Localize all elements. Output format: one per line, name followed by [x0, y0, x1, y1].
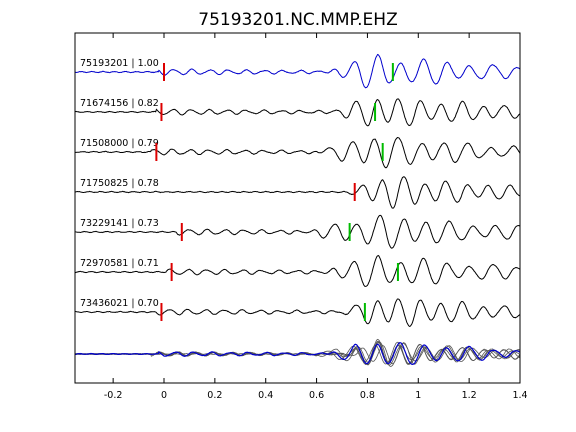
x-tick-label: -0.2 — [104, 390, 123, 401]
x-tick-label: 1 — [415, 390, 421, 401]
trace-label: 71750825 | 0.78 — [80, 178, 159, 189]
x-tick-label: 0 — [161, 390, 167, 401]
stack-reference-trace — [74, 341, 521, 366]
x-tick-label: 1.2 — [462, 390, 477, 401]
trace-label: 73229141 | 0.73 — [80, 218, 159, 229]
trace-label: 75193201 | 1.00 — [80, 58, 159, 69]
trace-group: 75193201 | 1.00 71674156 | 0.82 71508000 |… — [74, 53, 521, 327]
stack-trace — [74, 338, 521, 366]
trace-label: 73436021 | 0.70 — [80, 298, 159, 309]
trace-line — [74, 98, 521, 127]
trace-label: 71508000 | 0.79 — [80, 138, 159, 149]
chart-title: 75193201.NC.MMP.EHZ — [198, 10, 397, 30]
trace-label: 71674156 | 0.82 — [80, 98, 159, 109]
x-tick-label: 0.6 — [309, 390, 324, 401]
trace-line — [74, 53, 521, 89]
trace-line — [74, 298, 521, 327]
x-tick-label: 0.2 — [207, 390, 222, 401]
trace-label: 72970581 | 0.71 — [80, 258, 159, 269]
trace-line — [74, 176, 521, 209]
x-tick-label: 1.4 — [512, 390, 527, 401]
trace-line — [74, 136, 521, 169]
x-tick-label: 0.8 — [360, 390, 375, 401]
trace-line — [74, 254, 521, 287]
plot-frame — [74, 32, 521, 384]
x-tick-label: 0.4 — [258, 390, 273, 401]
x-axis: -0.2 0 0.2 0.4 0.6 0.8 1 1.2 1.4 — [104, 33, 528, 401]
trace-line — [74, 214, 521, 249]
stack-group — [74, 338, 521, 367]
